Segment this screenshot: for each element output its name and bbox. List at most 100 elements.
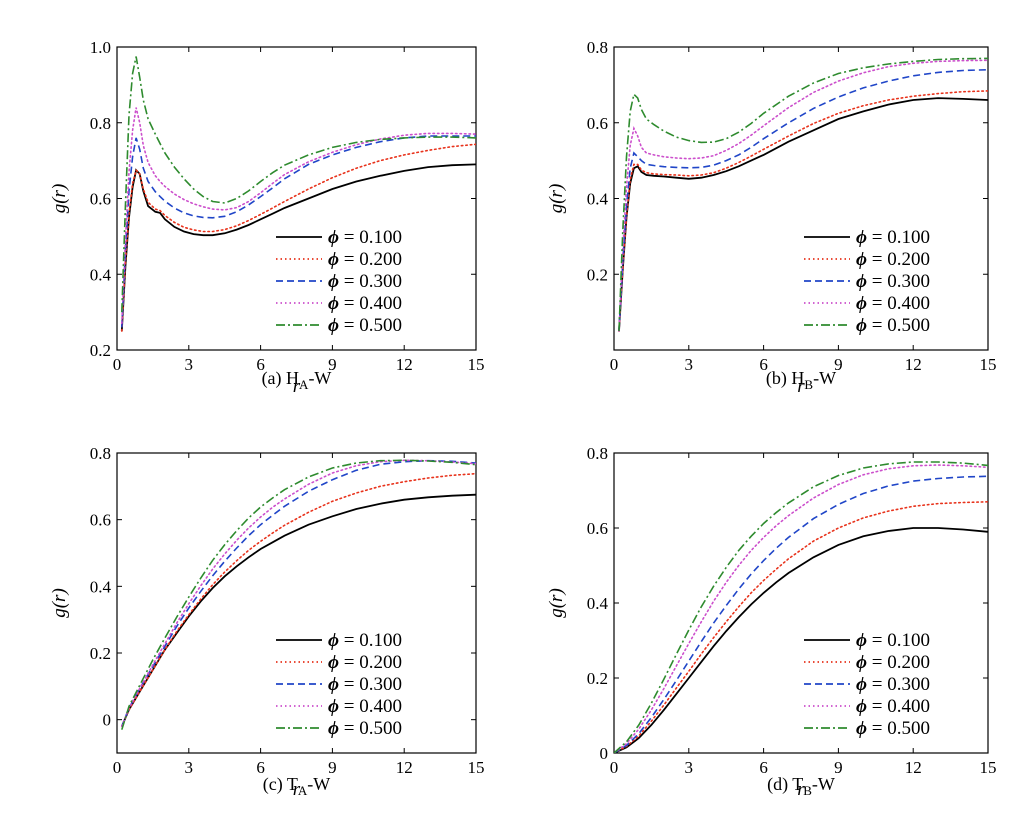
- legend-entry: ϕ = 0.400: [328, 293, 402, 314]
- series-line-0.100: [120, 493, 476, 727]
- x-tick-label: 9: [328, 355, 337, 374]
- panel-caption: (c) TA-W: [263, 774, 331, 798]
- series-line-0.100: [614, 527, 988, 753]
- series-line-0.300: [618, 68, 988, 332]
- series-line-0.400: [121, 107, 476, 325]
- x-tick-label: 6: [256, 355, 265, 374]
- y-tick-label: 0.4: [90, 265, 112, 284]
- legend-entry: ϕ = 0.300: [328, 271, 402, 292]
- legend-entry: ϕ = 0.200: [856, 249, 930, 270]
- x-tick-label: 9: [834, 355, 843, 374]
- x-tick-label: 0: [610, 758, 619, 777]
- legend-entry: ϕ = 0.200: [856, 652, 930, 673]
- series-line-0.400: [618, 59, 988, 332]
- legend-entry: ϕ = 0.500: [328, 315, 402, 336]
- series-line-0.100: [618, 97, 988, 332]
- legend-entry: ϕ = 0.400: [856, 696, 930, 717]
- series-line-0.400: [121, 459, 476, 728]
- y-tick-label: 0.8: [90, 444, 111, 463]
- x-tick-label: 12: [905, 355, 922, 374]
- y-tick-label: 0.2: [90, 644, 111, 663]
- plot-frame: [116, 452, 477, 754]
- series-line-0.300: [614, 475, 988, 753]
- series-line-0.500: [614, 461, 988, 753]
- x-tick-label: 12: [905, 758, 922, 777]
- y-tick-label: 0.2: [90, 341, 111, 360]
- legend-entry: ϕ = 0.500: [856, 315, 930, 336]
- x-tick-label: 15: [980, 758, 997, 777]
- y-tick-label: 0.6: [90, 190, 111, 209]
- legend-entry: ϕ = 0.200: [328, 652, 402, 673]
- y-tick-label: 0: [103, 711, 112, 730]
- series-line-0.500: [121, 459, 476, 730]
- plot-frame: [116, 46, 477, 351]
- x-tick-label: 3: [185, 355, 194, 374]
- x-axis-label: r: [293, 779, 301, 800]
- panel-caption: (d) TB-W: [767, 774, 835, 798]
- legend-entry: ϕ = 0.100: [328, 227, 402, 248]
- series-line-0.500: [618, 57, 988, 332]
- series-line-0.200: [618, 90, 988, 332]
- x-tick-label: 0: [610, 355, 619, 374]
- legend-entry: ϕ = 0.100: [856, 630, 930, 651]
- legend-entry: ϕ = 0.100: [328, 630, 402, 651]
- x-tick-label: 3: [685, 758, 694, 777]
- series-line-0.300: [121, 459, 476, 727]
- y-axis-label: g(r): [49, 588, 70, 618]
- y-tick-label: 0.6: [587, 519, 608, 538]
- series-line-0.200: [121, 472, 476, 728]
- legend-entry: ϕ = 0.200: [328, 249, 402, 270]
- legend-entry: ϕ = 0.100: [856, 227, 930, 248]
- series-line-0.500: [121, 56, 476, 313]
- x-tick-label: 3: [685, 355, 694, 374]
- x-tick-label: 9: [834, 758, 843, 777]
- legend-entry: ϕ = 0.500: [328, 718, 402, 739]
- y-axis-label: g(r): [49, 184, 70, 214]
- x-tick-label: 6: [759, 758, 768, 777]
- plot-frame: [613, 452, 989, 754]
- y-axis-label: g(r): [546, 588, 567, 618]
- y-tick-label: 0.6: [90, 511, 111, 530]
- series-line-0.200: [121, 143, 476, 332]
- x-tick-label: 15: [980, 355, 997, 374]
- x-tick-label: 6: [256, 758, 265, 777]
- legend-entry: ϕ = 0.300: [328, 674, 402, 695]
- legend-entry: ϕ = 0.500: [856, 718, 930, 739]
- legend-entry: ϕ = 0.300: [856, 271, 930, 292]
- y-tick-label: 0.8: [587, 38, 608, 57]
- x-tick-label: 9: [328, 758, 337, 777]
- y-tick-label: 0.2: [587, 265, 608, 284]
- y-tick-label: 0.8: [587, 444, 608, 463]
- legend-entry: ϕ = 0.300: [856, 674, 930, 695]
- plot-frame: [613, 46, 989, 351]
- x-tick-label: 12: [396, 355, 413, 374]
- series-line-0.200: [614, 501, 988, 753]
- x-tick-label: 3: [185, 758, 194, 777]
- y-tick-label: 0.4: [587, 594, 609, 613]
- y-tick-label: 0.4: [90, 577, 112, 596]
- y-tick-label: 0.2: [587, 669, 608, 688]
- series-line-0.300: [121, 135, 476, 328]
- x-tick-label: 15: [468, 758, 485, 777]
- y-tick-label: 0: [600, 744, 609, 763]
- legend-entry: ϕ = 0.400: [856, 293, 930, 314]
- x-tick-label: 6: [759, 355, 768, 374]
- y-tick-label: 0.4: [587, 190, 609, 209]
- y-axis-label: g(r): [546, 184, 567, 214]
- y-tick-label: 0.8: [90, 114, 111, 133]
- x-tick-label: 15: [468, 355, 485, 374]
- panel-caption: (b) HB-W: [766, 368, 836, 392]
- y-tick-label: 0.6: [587, 114, 608, 133]
- x-tick-label: 0: [113, 758, 122, 777]
- legend-entry: ϕ = 0.400: [328, 696, 402, 717]
- x-axis-label: r: [797, 376, 805, 397]
- panel-caption: (a) HA-W: [262, 368, 332, 392]
- y-tick-label: 1.0: [90, 38, 111, 57]
- series-line-0.400: [614, 464, 988, 753]
- x-tick-label: 12: [396, 758, 413, 777]
- x-axis-label: r: [293, 376, 301, 397]
